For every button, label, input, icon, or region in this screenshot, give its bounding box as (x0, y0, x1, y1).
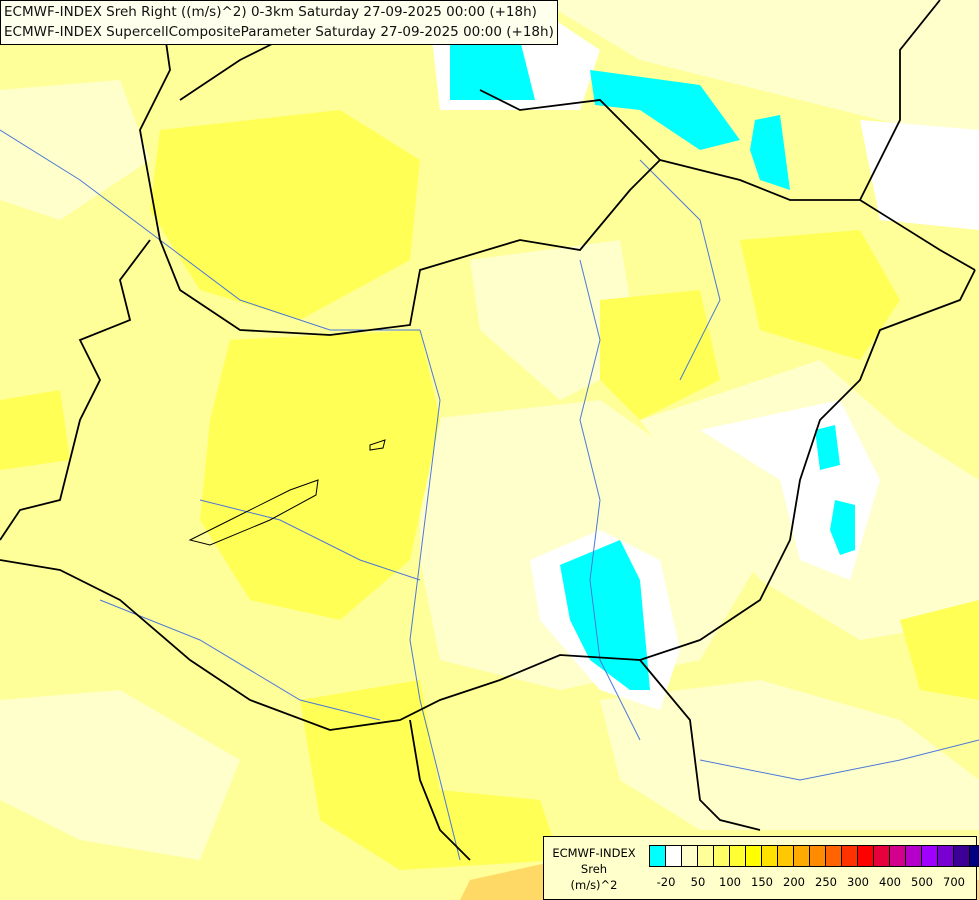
legend-swatch (842, 846, 858, 866)
legend-swatch (810, 846, 826, 866)
legend-swatch (778, 846, 794, 866)
legend-tick-label: 100 (719, 875, 741, 889)
legend-swatch (906, 846, 922, 866)
legend-swatch (938, 846, 954, 866)
legend-tick-label: 50 (690, 875, 706, 889)
legend-tick-label: -20 (656, 875, 676, 889)
lakes (188, 439, 386, 546)
legend-swatch (858, 846, 874, 866)
legend-tick-label: 150 (751, 875, 773, 889)
country-borders (0, 0, 976, 861)
legend-swatch (746, 846, 762, 866)
title-line-scp: ECMWF-INDEX SupercellCompositeParameter … (4, 24, 554, 40)
legend-swatch (762, 846, 778, 866)
legend-title-source: ECMWF-INDEX (552, 846, 636, 860)
legend-swatches (649, 845, 979, 867)
legend-swatch (922, 846, 938, 866)
legend-swatch (666, 846, 682, 866)
legend-tick-label: 250 (815, 875, 837, 889)
legend-swatch (682, 846, 698, 866)
legend-tick-label: 200 (783, 875, 805, 889)
sreh-fill-cyan (450, 40, 855, 690)
legend-swatch (954, 846, 970, 866)
legend-swatch (698, 846, 714, 866)
title-line-sreh: ECMWF-INDEX Sreh Right ((m/s)^2) 0-3km S… (4, 4, 537, 20)
legend-swatch (730, 846, 746, 866)
legend-tick-label: 400 (879, 875, 901, 889)
legend-swatch (714, 846, 730, 866)
legend-swatch (890, 846, 906, 866)
legend-swatch (826, 846, 842, 866)
legend-title: ECMWF-INDEX Sreh (m/s)^2 (548, 845, 640, 893)
legend-title-variable: Sreh (580, 862, 608, 876)
color-legend: ECMWF-INDEX Sreh (m/s)^2 -20 50 100 150 200 2… (543, 836, 979, 900)
legend-swatch (794, 846, 810, 866)
legend-tick-label: 300 (847, 875, 869, 889)
legend-swatch (650, 846, 666, 866)
legend-title-unit: (m/s)^2 (570, 878, 618, 892)
legend-tick-label: 700 (943, 875, 965, 889)
sreh-fill-pale (0, 0, 979, 860)
map-title-box: ECMWF-INDEX Sreh Right ((m/s)^2) 0-3km S… (0, 0, 558, 45)
legend-swatch (874, 846, 890, 866)
legend-tick-label: 500 (911, 875, 933, 889)
legend-swatch (970, 846, 979, 866)
sreh-fill-yellow (0, 110, 979, 870)
rivers (0, 129, 979, 861)
